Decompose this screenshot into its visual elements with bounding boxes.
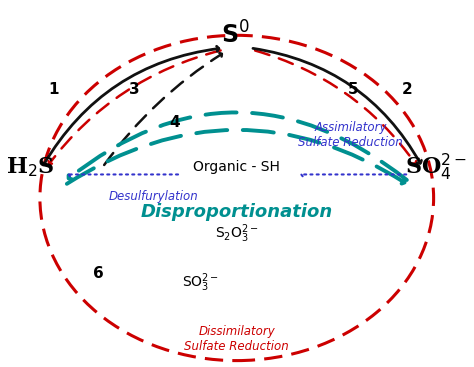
Text: H$_2$S: H$_2$S <box>6 156 55 179</box>
Text: 2: 2 <box>401 82 412 97</box>
Text: 1: 1 <box>48 82 59 97</box>
Text: 5: 5 <box>348 82 358 97</box>
Text: S$_2$O$_3^{2-}$: S$_2$O$_3^{2-}$ <box>215 223 259 246</box>
Text: 3: 3 <box>128 82 139 97</box>
Text: S$^0$: S$^0$ <box>220 22 249 49</box>
Text: Desulfurylation: Desulfurylation <box>109 190 199 203</box>
Text: Disproportionation: Disproportionation <box>141 203 333 221</box>
Text: 6: 6 <box>93 266 103 281</box>
Text: SO$_4^{2-}$: SO$_4^{2-}$ <box>405 152 467 183</box>
Text: Dissimilatory
Sulfate Reduction: Dissimilatory Sulfate Reduction <box>184 325 289 353</box>
Text: 4: 4 <box>169 115 180 130</box>
Text: SO$_3^{2-}$: SO$_3^{2-}$ <box>182 272 219 294</box>
Text: Assimilatory
Sulfate Reduction: Assimilatory Sulfate Reduction <box>299 121 403 149</box>
Text: Organic - SH: Organic - SH <box>193 160 280 174</box>
